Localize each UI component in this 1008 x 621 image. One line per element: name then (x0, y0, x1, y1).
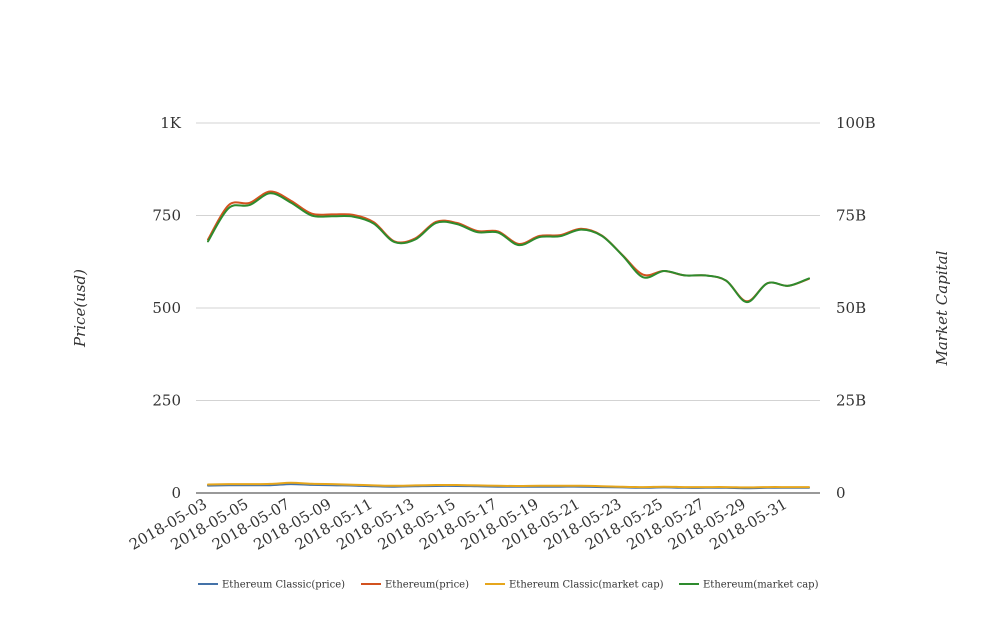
legend-label: Ethereum(price) (385, 580, 469, 591)
series-lines (207, 190, 810, 490)
legend-item[interactable]: Ethereum(market cap) (679, 580, 819, 591)
legend-item[interactable]: Ethereum Classic(price) (198, 580, 345, 591)
legend-label: Ethereum Classic(price) (222, 580, 345, 591)
y-left-tick-label: 0 (171, 484, 181, 502)
y-left-tick-label: 250 (152, 392, 181, 410)
y-right-axis-title: Market Capital (933, 250, 951, 366)
series-line-ethereum-market-cap (207, 192, 810, 304)
axes: 02505007501K025B50B75B100B2018-05-032018… (71, 114, 951, 554)
y-left-tick-label: 750 (152, 207, 181, 225)
y-left-axis-title: Price(usd) (71, 269, 89, 348)
y-right-tick-label: 100B (836, 114, 876, 132)
y-left-tick-label: 1K (160, 114, 182, 132)
legend-label: Ethereum(market cap) (703, 580, 819, 591)
y-right-tick-label: 0 (836, 484, 846, 502)
legend-item[interactable]: Ethereum(price) (361, 580, 469, 591)
legend-label: Ethereum Classic(market cap) (509, 580, 664, 591)
y-right-tick-label: 25B (836, 392, 866, 410)
legend-item[interactable]: Ethereum Classic(market cap) (485, 580, 664, 591)
y-right-tick-label: 50B (836, 299, 866, 317)
gridlines (196, 122, 820, 494)
series-line-ethereum-classic-market-cap (207, 481, 810, 489)
legend[interactable]: Ethereum Classic(price) Ethereum(price) Et… (198, 580, 819, 591)
y-left-tick-label: 500 (152, 299, 181, 317)
y-right-tick-label: 75B (836, 207, 866, 225)
